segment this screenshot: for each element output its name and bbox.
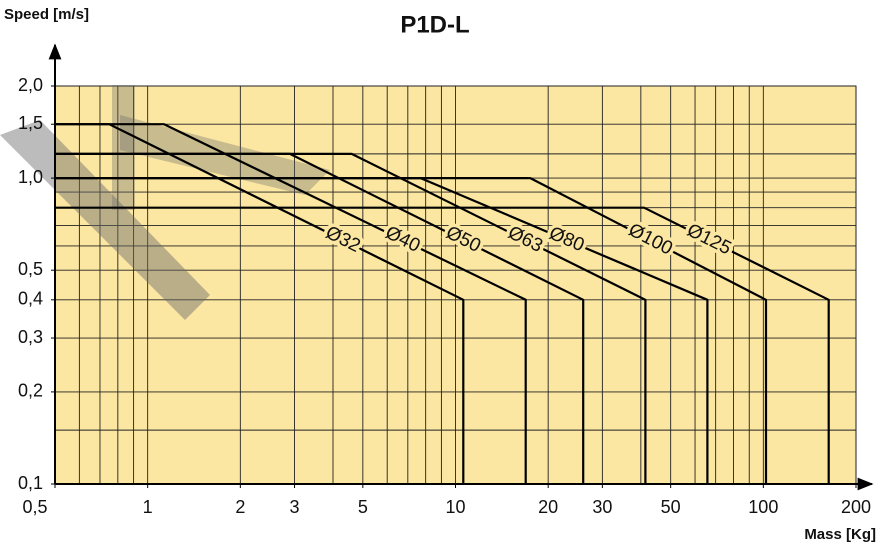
series-line <box>55 123 527 484</box>
series-line <box>55 206 830 484</box>
x-tick-label: 20 <box>538 497 558 517</box>
series-line <box>55 177 768 484</box>
y-axis-title: Speed [m/s] <box>4 6 89 23</box>
series-line <box>55 152 647 484</box>
chart-title: P1D-L <box>400 11 469 38</box>
ticks: 0,5 1 2 3 5 10 20 30 50 100 200 2,0 1,5 1,0 0,5 0,4 0,3 0… <box>18 75 871 517</box>
y-tick-label: 0,5 <box>18 259 43 279</box>
x-tick-label: 50 <box>661 497 681 517</box>
x-tick-label: 200 <box>841 497 871 517</box>
y-tick-label: 0,3 <box>18 327 43 347</box>
watermark <box>0 120 210 320</box>
y-tick-label: 2,0 <box>18 75 43 95</box>
x-tick-label: 3 <box>290 497 300 517</box>
x-tick-label: 30 <box>592 497 612 517</box>
y-tick-label: 1,0 <box>18 167 43 187</box>
x-tick-label: 2 <box>235 497 245 517</box>
grid <box>55 86 856 484</box>
x-tick-label: 0,5 <box>22 497 47 517</box>
x-axis-title: Mass [Kg] <box>804 526 876 543</box>
x-tick-label: 100 <box>748 497 778 517</box>
x-tick-label: 10 <box>445 497 465 517</box>
y-tick-label: 0,2 <box>18 381 43 401</box>
y-tick-label: 0,1 <box>18 473 43 493</box>
y-tick-label: 0,4 <box>18 289 43 309</box>
x-tick-label: 1 <box>143 497 153 517</box>
y-tick-label: 1,5 <box>18 113 43 133</box>
x-tick-label: 5 <box>358 497 368 517</box>
